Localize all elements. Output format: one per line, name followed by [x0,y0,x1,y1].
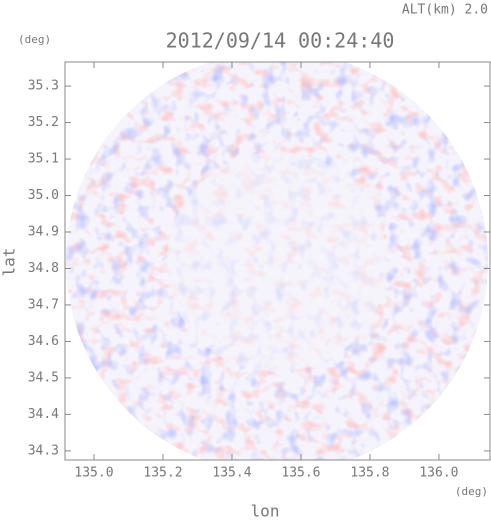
subtitle: ALT(km) 2.0 [402,3,488,18]
x-axis-label: lon [251,502,280,521]
y-tick-label: 34.9 [28,224,59,239]
y-tick-label: 34.3 [28,443,59,458]
y-unit: (deg) [18,33,51,46]
y-tick-label: 34.8 [28,261,59,276]
y-tick-label: 35.0 [28,188,59,203]
x-tick-label: 135.4 [212,466,251,481]
y-tick-label: 34.4 [28,407,59,422]
y-tick-label: 34.7 [28,297,59,312]
y-tick-label: 35.2 [28,115,59,130]
radar-field [66,62,488,460]
chart-title: 2012/09/14 00:24:40 [166,29,395,53]
y-tick-label: 35.3 [28,79,59,94]
y-axis-label: lat [0,248,19,277]
plot-frame [64,61,491,461]
x-tick-label: 135.6 [281,466,320,481]
y-tick-label: 35.1 [28,152,59,167]
y-tick-label: 34.6 [28,334,59,349]
y-tick-label: 34.5 [28,370,59,385]
x-tick-label: 135.0 [74,466,113,481]
texture [167,152,387,372]
x-unit: (deg) [455,485,488,498]
x-tick-label: 135.8 [350,466,389,481]
x-tick-label: 135.2 [143,466,182,481]
x-tick-label: 136.0 [419,466,458,481]
